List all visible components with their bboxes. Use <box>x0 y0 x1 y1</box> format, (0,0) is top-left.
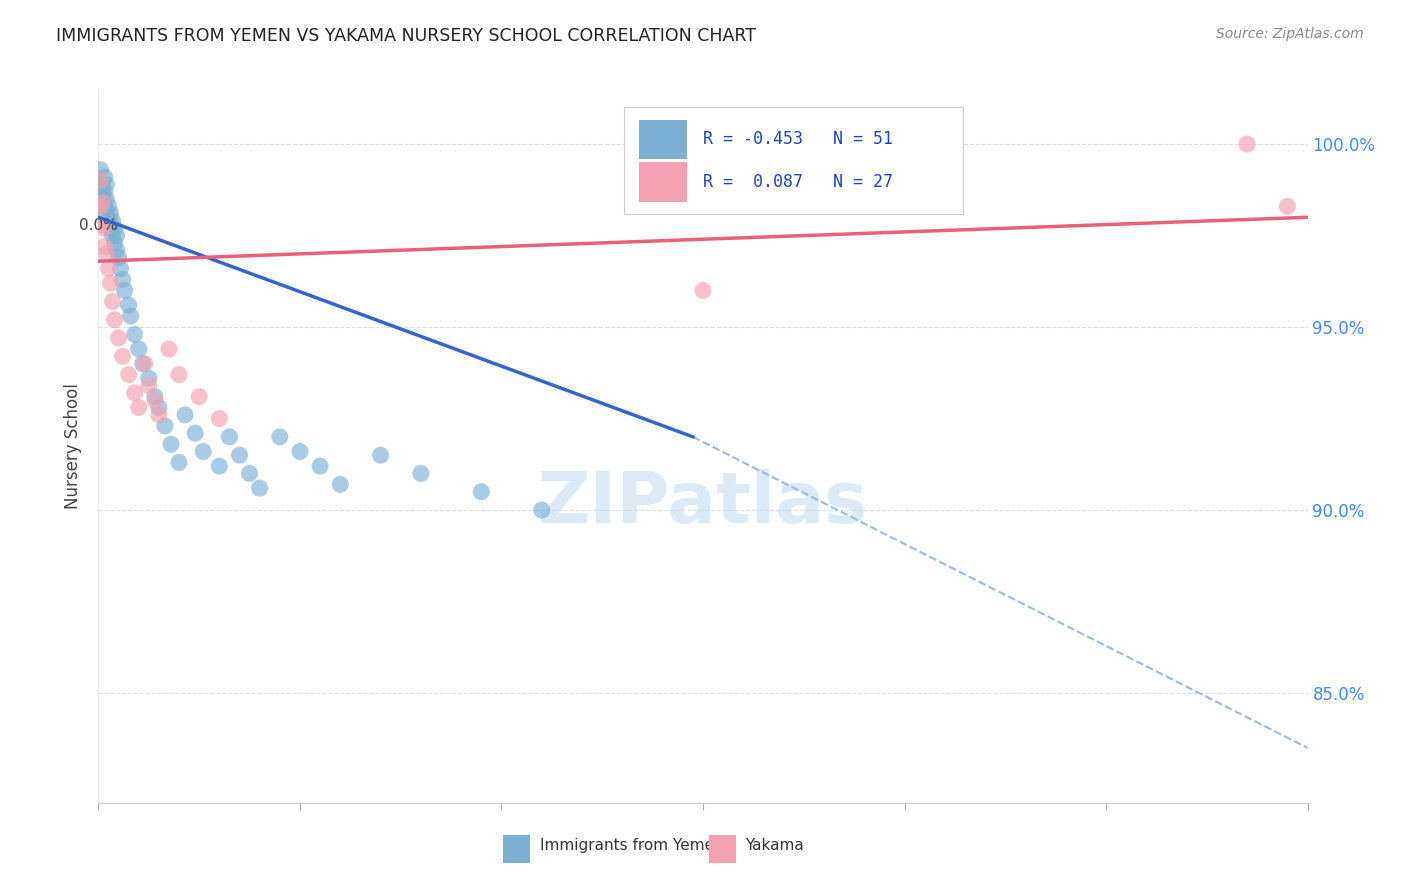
Point <box>143 393 166 408</box>
Point <box>93 239 115 253</box>
Point <box>93 199 115 213</box>
Point <box>1236 137 1258 152</box>
Point <box>103 312 125 326</box>
Point <box>120 309 142 323</box>
Point <box>118 298 141 312</box>
Point <box>288 444 311 458</box>
Point <box>103 235 125 250</box>
Point <box>188 390 211 404</box>
Point <box>148 408 170 422</box>
Point <box>89 162 111 177</box>
Point <box>93 169 115 184</box>
Point <box>329 477 352 491</box>
Point <box>530 503 553 517</box>
Point <box>167 455 190 469</box>
Point <box>1277 199 1299 213</box>
Point <box>96 192 118 206</box>
Point <box>100 221 122 235</box>
Point <box>153 418 176 433</box>
Point <box>91 195 114 210</box>
Point <box>157 342 180 356</box>
Point <box>111 272 134 286</box>
Point <box>184 426 207 441</box>
Point <box>97 214 120 228</box>
Text: Source: ZipAtlas.com: Source: ZipAtlas.com <box>1216 27 1364 41</box>
Text: Yakama: Yakama <box>745 838 804 853</box>
Point <box>167 368 190 382</box>
Point <box>409 467 432 481</box>
Point <box>111 349 134 363</box>
Point <box>160 437 183 451</box>
Point <box>96 206 118 220</box>
Point <box>101 214 124 228</box>
Point <box>148 401 170 415</box>
Bar <box>709 835 735 863</box>
FancyBboxPatch shape <box>624 107 963 214</box>
Point <box>105 244 128 258</box>
Text: IMMIGRANTS FROM YEMEN VS YAKAMA NURSERY SCHOOL CORRELATION CHART: IMMIGRANTS FROM YEMEN VS YAKAMA NURSERY … <box>56 27 756 45</box>
Point <box>103 221 125 235</box>
Point <box>138 378 160 392</box>
Point <box>107 331 129 345</box>
Point <box>228 448 250 462</box>
Text: ZIPatlas: ZIPatlas <box>538 468 868 538</box>
Point <box>239 467 262 481</box>
FancyBboxPatch shape <box>638 120 688 159</box>
Point <box>692 284 714 298</box>
Point <box>91 192 114 206</box>
Point <box>134 357 156 371</box>
Point <box>470 484 492 499</box>
Point <box>110 261 132 276</box>
Point <box>93 221 115 235</box>
Point <box>143 390 166 404</box>
FancyBboxPatch shape <box>638 162 688 202</box>
Point <box>138 371 160 385</box>
Point <box>97 199 120 213</box>
Point <box>124 386 146 401</box>
Bar <box>503 835 530 863</box>
Point <box>132 357 155 371</box>
Point <box>208 459 231 474</box>
Point <box>97 261 120 276</box>
Text: 0.0%: 0.0% <box>79 218 118 233</box>
Point <box>101 294 124 309</box>
Point <box>91 218 114 232</box>
Point <box>249 481 271 495</box>
Text: R = -0.453   N = 51: R = -0.453 N = 51 <box>703 130 893 148</box>
Point <box>269 430 291 444</box>
Point <box>89 181 111 195</box>
Text: R =  0.087   N = 27: R = 0.087 N = 27 <box>703 173 893 191</box>
Point <box>96 178 118 192</box>
Point <box>174 408 197 422</box>
Point <box>89 174 111 188</box>
Point <box>309 459 332 474</box>
Point <box>128 401 150 415</box>
Point <box>193 444 215 458</box>
Point <box>107 251 129 265</box>
Text: Immigrants from Yemen: Immigrants from Yemen <box>540 838 724 853</box>
Point <box>128 342 150 356</box>
Point <box>105 228 128 243</box>
Point <box>100 206 122 220</box>
Point <box>114 284 136 298</box>
Point <box>101 228 124 243</box>
Point <box>96 247 118 261</box>
Point <box>218 430 240 444</box>
Point <box>91 178 114 192</box>
Point <box>124 327 146 342</box>
Point <box>100 276 122 290</box>
Y-axis label: Nursery School: Nursery School <box>65 383 83 509</box>
Point <box>118 368 141 382</box>
Point <box>89 199 111 213</box>
Point <box>370 448 392 462</box>
Point <box>93 185 115 199</box>
Point <box>208 411 231 425</box>
